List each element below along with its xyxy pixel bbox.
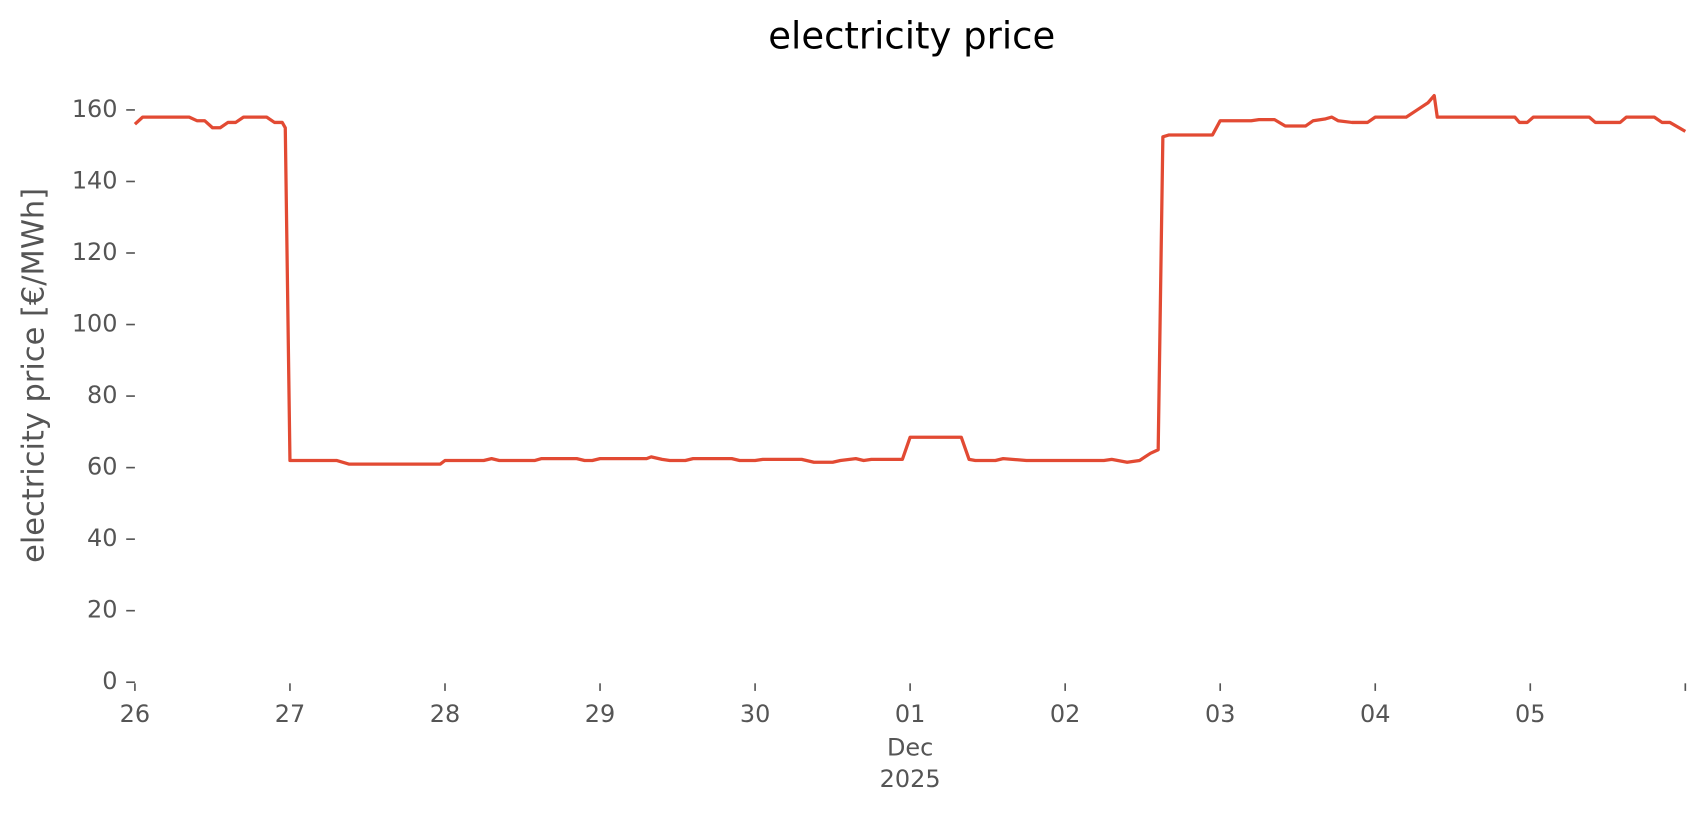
chart-title: electricity price xyxy=(768,15,1055,58)
x-tick-label: 29 xyxy=(585,700,615,728)
y-tick-label: 40 xyxy=(87,524,117,552)
x-tick-label: 05 xyxy=(1515,700,1545,728)
x-tick-label: 04 xyxy=(1360,700,1390,728)
y-tick-label: 120 xyxy=(72,238,118,266)
x-sublabel: 2025 xyxy=(880,765,941,793)
x-sublabel: Dec xyxy=(887,734,933,762)
y-tick-label: 60 xyxy=(87,453,117,481)
x-tick-label: 27 xyxy=(275,700,305,728)
x-tick-label: 26 xyxy=(120,700,150,728)
x-tick-label: 01 xyxy=(895,700,925,728)
y-tick-label: 80 xyxy=(87,381,117,409)
x-tick-label: 02 xyxy=(1050,700,1080,728)
x-tick-label: 03 xyxy=(1205,700,1235,728)
x-tick-label: 28 xyxy=(430,700,460,728)
y-tick-label: 20 xyxy=(87,596,117,624)
x-tick-label: 30 xyxy=(740,700,770,728)
y-tick-label: 140 xyxy=(72,166,118,194)
price-line xyxy=(133,93,1687,466)
y-axis-label: electricity price [€/MWh] xyxy=(16,188,51,563)
y-tick-label: 0 xyxy=(102,667,117,695)
y-tick-label: 160 xyxy=(72,95,118,123)
y-tick-label: 100 xyxy=(72,310,118,338)
